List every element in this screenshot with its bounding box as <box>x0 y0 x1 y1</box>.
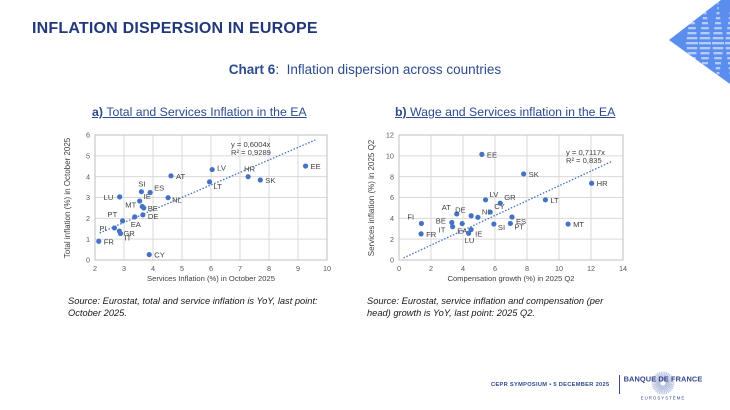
svg-text:EUROSYSTÈME: EUROSYSTÈME <box>641 396 686 401</box>
svg-text:BANQUE DE FRANCE: BANQUE DE FRANCE <box>624 375 703 384</box>
